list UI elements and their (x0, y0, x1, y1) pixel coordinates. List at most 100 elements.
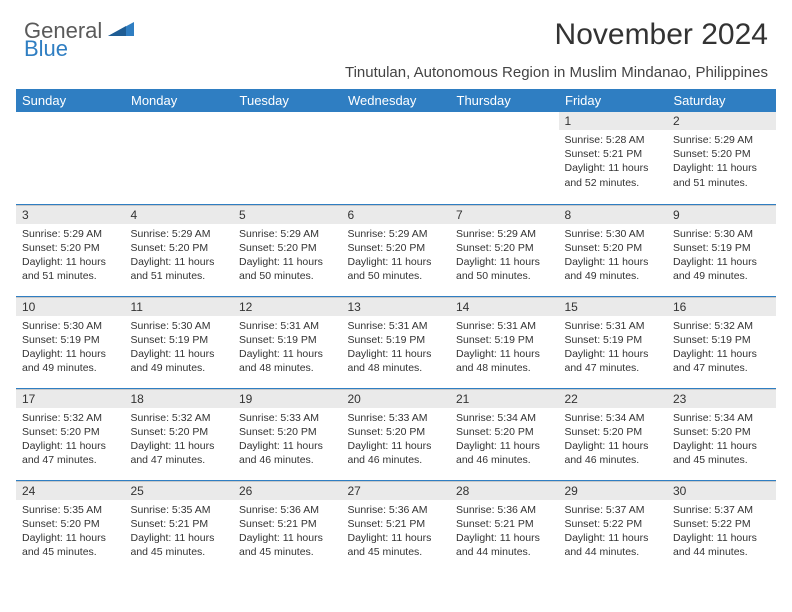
day-number: 16 (667, 297, 776, 316)
day-cell: 26Sunrise: 5:36 AMSunset: 5:21 PMDayligh… (233, 480, 342, 572)
logo-triangle-icon (108, 20, 134, 43)
day-cell: 5Sunrise: 5:29 AMSunset: 5:20 PMDaylight… (233, 204, 342, 296)
day-cell: 24Sunrise: 5:35 AMSunset: 5:20 PMDayligh… (16, 480, 125, 572)
day-detail: Sunrise: 5:36 AMSunset: 5:21 PMDaylight:… (233, 500, 342, 564)
day-number: 18 (125, 389, 234, 408)
day-number: 4 (125, 205, 234, 224)
day-detail: Sunrise: 5:30 AMSunset: 5:19 PMDaylight:… (667, 224, 776, 288)
location-text: Tinutulan, Autonomous Region in Muslim M… (0, 62, 792, 89)
day-number: 27 (342, 481, 451, 500)
day-detail: Sunrise: 5:30 AMSunset: 5:19 PMDaylight:… (125, 316, 234, 380)
day-number: 12 (233, 297, 342, 316)
day-number: 14 (450, 297, 559, 316)
day-cell: 30Sunrise: 5:37 AMSunset: 5:22 PMDayligh… (667, 480, 776, 572)
day-number: 30 (667, 481, 776, 500)
day-detail: Sunrise: 5:29 AMSunset: 5:20 PMDaylight:… (667, 130, 776, 194)
day-number: 20 (342, 389, 451, 408)
day-cell: 8Sunrise: 5:30 AMSunset: 5:20 PMDaylight… (559, 204, 668, 296)
day-detail: Sunrise: 5:35 AMSunset: 5:21 PMDaylight:… (125, 500, 234, 564)
day-number: 29 (559, 481, 668, 500)
day-number: 6 (342, 205, 451, 224)
day-detail: Sunrise: 5:31 AMSunset: 5:19 PMDaylight:… (450, 316, 559, 380)
day-cell: 10Sunrise: 5:30 AMSunset: 5:19 PMDayligh… (16, 296, 125, 388)
day-number: 22 (559, 389, 668, 408)
day-number: 9 (667, 205, 776, 224)
day-cell: 6Sunrise: 5:29 AMSunset: 5:20 PMDaylight… (342, 204, 451, 296)
day-detail: Sunrise: 5:29 AMSunset: 5:20 PMDaylight:… (16, 224, 125, 288)
day-cell: 19Sunrise: 5:33 AMSunset: 5:20 PMDayligh… (233, 388, 342, 480)
day-header: Wednesday (342, 89, 451, 112)
logo-word2: Blue (24, 36, 68, 61)
day-detail: Sunrise: 5:29 AMSunset: 5:20 PMDaylight:… (125, 224, 234, 288)
day-detail: Sunrise: 5:37 AMSunset: 5:22 PMDaylight:… (559, 500, 668, 564)
day-cell: 20Sunrise: 5:33 AMSunset: 5:20 PMDayligh… (342, 388, 451, 480)
day-cell: 13Sunrise: 5:31 AMSunset: 5:19 PMDayligh… (342, 296, 451, 388)
day-detail: Sunrise: 5:30 AMSunset: 5:19 PMDaylight:… (16, 316, 125, 380)
day-detail: Sunrise: 5:34 AMSunset: 5:20 PMDaylight:… (667, 408, 776, 472)
day-cell: 3Sunrise: 5:29 AMSunset: 5:20 PMDaylight… (16, 204, 125, 296)
day-number: 21 (450, 389, 559, 408)
day-header: Monday (125, 89, 234, 112)
title-block: November 2024 (555, 18, 768, 52)
day-detail: Sunrise: 5:32 AMSunset: 5:20 PMDaylight:… (125, 408, 234, 472)
calendar-table: SundayMondayTuesdayWednesdayThursdayFrid… (16, 89, 776, 572)
day-cell: 25Sunrise: 5:35 AMSunset: 5:21 PMDayligh… (125, 480, 234, 572)
day-cell: 4Sunrise: 5:29 AMSunset: 5:20 PMDaylight… (125, 204, 234, 296)
day-cell (342, 112, 451, 204)
day-cell: 14Sunrise: 5:31 AMSunset: 5:19 PMDayligh… (450, 296, 559, 388)
day-number: 8 (559, 205, 668, 224)
day-header: Tuesday (233, 89, 342, 112)
day-detail: Sunrise: 5:29 AMSunset: 5:20 PMDaylight:… (342, 224, 451, 288)
day-number: 19 (233, 389, 342, 408)
day-cell: 15Sunrise: 5:31 AMSunset: 5:19 PMDayligh… (559, 296, 668, 388)
day-cell: 23Sunrise: 5:34 AMSunset: 5:20 PMDayligh… (667, 388, 776, 480)
day-detail: Sunrise: 5:34 AMSunset: 5:20 PMDaylight:… (559, 408, 668, 472)
day-number: 13 (342, 297, 451, 316)
day-detail: Sunrise: 5:37 AMSunset: 5:22 PMDaylight:… (667, 500, 776, 564)
week-row: 1Sunrise: 5:28 AMSunset: 5:21 PMDaylight… (16, 112, 776, 204)
day-detail: Sunrise: 5:36 AMSunset: 5:21 PMDaylight:… (450, 500, 559, 564)
day-header: Saturday (667, 89, 776, 112)
day-detail: Sunrise: 5:32 AMSunset: 5:19 PMDaylight:… (667, 316, 776, 380)
week-row: 17Sunrise: 5:32 AMSunset: 5:20 PMDayligh… (16, 388, 776, 480)
week-row: 24Sunrise: 5:35 AMSunset: 5:20 PMDayligh… (16, 480, 776, 572)
day-detail: Sunrise: 5:36 AMSunset: 5:21 PMDaylight:… (342, 500, 451, 564)
day-detail: Sunrise: 5:30 AMSunset: 5:20 PMDaylight:… (559, 224, 668, 288)
day-cell: 9Sunrise: 5:30 AMSunset: 5:19 PMDaylight… (667, 204, 776, 296)
day-cell: 17Sunrise: 5:32 AMSunset: 5:20 PMDayligh… (16, 388, 125, 480)
day-number: 28 (450, 481, 559, 500)
day-cell: 29Sunrise: 5:37 AMSunset: 5:22 PMDayligh… (559, 480, 668, 572)
day-detail: Sunrise: 5:31 AMSunset: 5:19 PMDaylight:… (559, 316, 668, 380)
day-header: Thursday (450, 89, 559, 112)
day-cell: 7Sunrise: 5:29 AMSunset: 5:20 PMDaylight… (450, 204, 559, 296)
day-detail: Sunrise: 5:31 AMSunset: 5:19 PMDaylight:… (233, 316, 342, 380)
day-detail: Sunrise: 5:28 AMSunset: 5:21 PMDaylight:… (559, 130, 668, 194)
day-number: 2 (667, 112, 776, 130)
day-header: Sunday (16, 89, 125, 112)
day-number: 10 (16, 297, 125, 316)
day-cell: 2Sunrise: 5:29 AMSunset: 5:20 PMDaylight… (667, 112, 776, 204)
day-number: 17 (16, 389, 125, 408)
day-detail: Sunrise: 5:35 AMSunset: 5:20 PMDaylight:… (16, 500, 125, 564)
day-number: 23 (667, 389, 776, 408)
month-title: November 2024 (555, 18, 768, 52)
day-number: 3 (16, 205, 125, 224)
day-detail: Sunrise: 5:33 AMSunset: 5:20 PMDaylight:… (233, 408, 342, 472)
day-cell: 16Sunrise: 5:32 AMSunset: 5:19 PMDayligh… (667, 296, 776, 388)
week-row: 10Sunrise: 5:30 AMSunset: 5:19 PMDayligh… (16, 296, 776, 388)
day-cell: 27Sunrise: 5:36 AMSunset: 5:21 PMDayligh… (342, 480, 451, 572)
day-number: 1 (559, 112, 668, 130)
day-number: 11 (125, 297, 234, 316)
week-row: 3Sunrise: 5:29 AMSunset: 5:20 PMDaylight… (16, 204, 776, 296)
day-header: Friday (559, 89, 668, 112)
day-number: 7 (450, 205, 559, 224)
day-detail: Sunrise: 5:32 AMSunset: 5:20 PMDaylight:… (16, 408, 125, 472)
day-detail: Sunrise: 5:29 AMSunset: 5:20 PMDaylight:… (233, 224, 342, 288)
day-cell: 1Sunrise: 5:28 AMSunset: 5:21 PMDaylight… (559, 112, 668, 204)
day-number: 25 (125, 481, 234, 500)
day-number: 15 (559, 297, 668, 316)
day-header-row: SundayMondayTuesdayWednesdayThursdayFrid… (16, 89, 776, 112)
day-number: 24 (16, 481, 125, 500)
day-number: 26 (233, 481, 342, 500)
day-cell (16, 112, 125, 204)
